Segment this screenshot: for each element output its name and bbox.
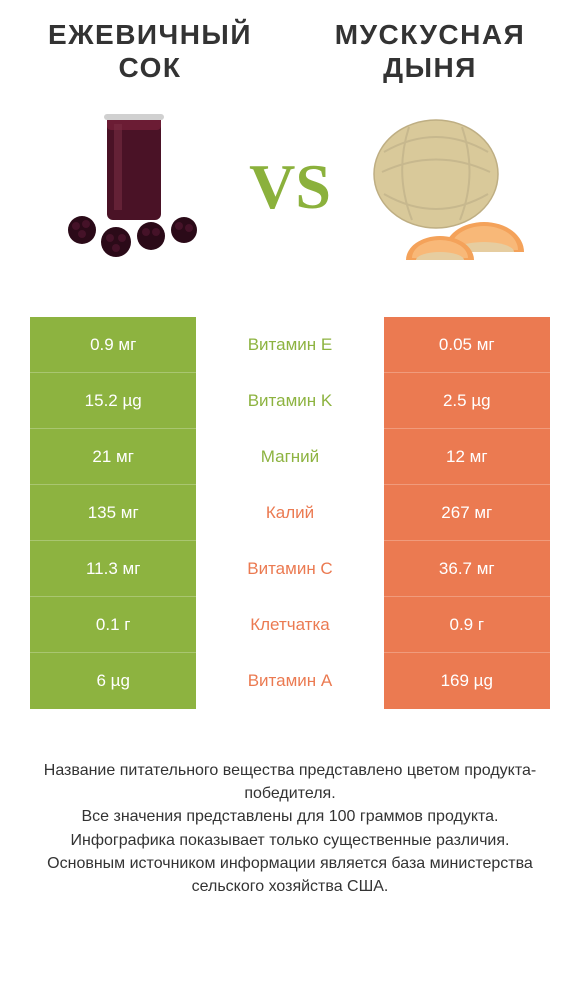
- footer-l3: Инфографика показывает только существенн…: [20, 829, 560, 852]
- nutrient-label: Витамин E: [196, 317, 383, 373]
- image-row: VS: [0, 92, 580, 292]
- table-row: 135 мгКалий267 мг: [30, 485, 550, 541]
- footer-l1: Название питательного вещества представл…: [20, 759, 560, 805]
- header: ЕЖЕВИЧНЫЙ СОК МУСКУСНАЯ ДЫНЯ: [0, 0, 580, 92]
- comparison-table: 0.9 мгВитамин E0.05 мг15.2 µgВитамин K2.…: [30, 317, 550, 709]
- value-left: 11.3 мг: [30, 541, 196, 597]
- value-right: 267 мг: [384, 485, 550, 541]
- nutrient-label: Витамин A: [196, 653, 383, 709]
- value-left: 135 мг: [30, 485, 196, 541]
- value-left: 15.2 µg: [30, 373, 196, 429]
- table-row: 15.2 µgВитамин K2.5 µg: [30, 373, 550, 429]
- table-row: 6 µgВитамин A169 µg: [30, 653, 550, 709]
- nutrient-label: Витамин C: [196, 541, 383, 597]
- table-row: 0.9 мгВитамин E0.05 мг: [30, 317, 550, 373]
- title-right: МУСКУСНАЯ ДЫНЯ: [290, 18, 570, 84]
- title-left-l2: СОК: [119, 52, 182, 83]
- title-right-l1: МУСКУСНАЯ: [335, 19, 525, 50]
- nutrient-label: Клетчатка: [196, 597, 383, 653]
- title-left-l1: ЕЖЕВИЧНЫЙ: [48, 19, 252, 50]
- value-right: 2.5 µg: [384, 373, 550, 429]
- image-left: [20, 102, 241, 272]
- value-left: 6 µg: [30, 653, 196, 709]
- nutrient-label: Калий: [196, 485, 383, 541]
- title-right-l2: ДЫНЯ: [383, 52, 477, 83]
- footer-notes: Название питательного вещества представл…: [20, 759, 560, 898]
- value-left: 21 мг: [30, 429, 196, 485]
- value-right: 0.05 мг: [384, 317, 550, 373]
- value-right: 169 µg: [384, 653, 550, 709]
- value-right: 36.7 мг: [384, 541, 550, 597]
- nutrient-label: Витамин K: [196, 373, 383, 429]
- blackberry-juice-icon: [46, 102, 216, 272]
- value-left: 0.1 г: [30, 597, 196, 653]
- vs-text: VS: [241, 150, 339, 224]
- table-row: 11.3 мгВитамин C36.7 мг: [30, 541, 550, 597]
- nutrient-label: Магний: [196, 429, 383, 485]
- footer-l2: Все значения представлены для 100 граммо…: [20, 805, 560, 828]
- image-right: [339, 102, 560, 272]
- table-row: 0.1 гКлетчатка0.9 г: [30, 597, 550, 653]
- table-row: 21 мгМагний12 мг: [30, 429, 550, 485]
- value-left: 0.9 мг: [30, 317, 196, 373]
- cantaloupe-icon: [354, 102, 544, 272]
- value-right: 0.9 г: [384, 597, 550, 653]
- title-left: ЕЖЕВИЧНЫЙ СОК: [10, 18, 290, 84]
- footer-l4: Основным источником информации является …: [20, 852, 560, 898]
- value-right: 12 мг: [384, 429, 550, 485]
